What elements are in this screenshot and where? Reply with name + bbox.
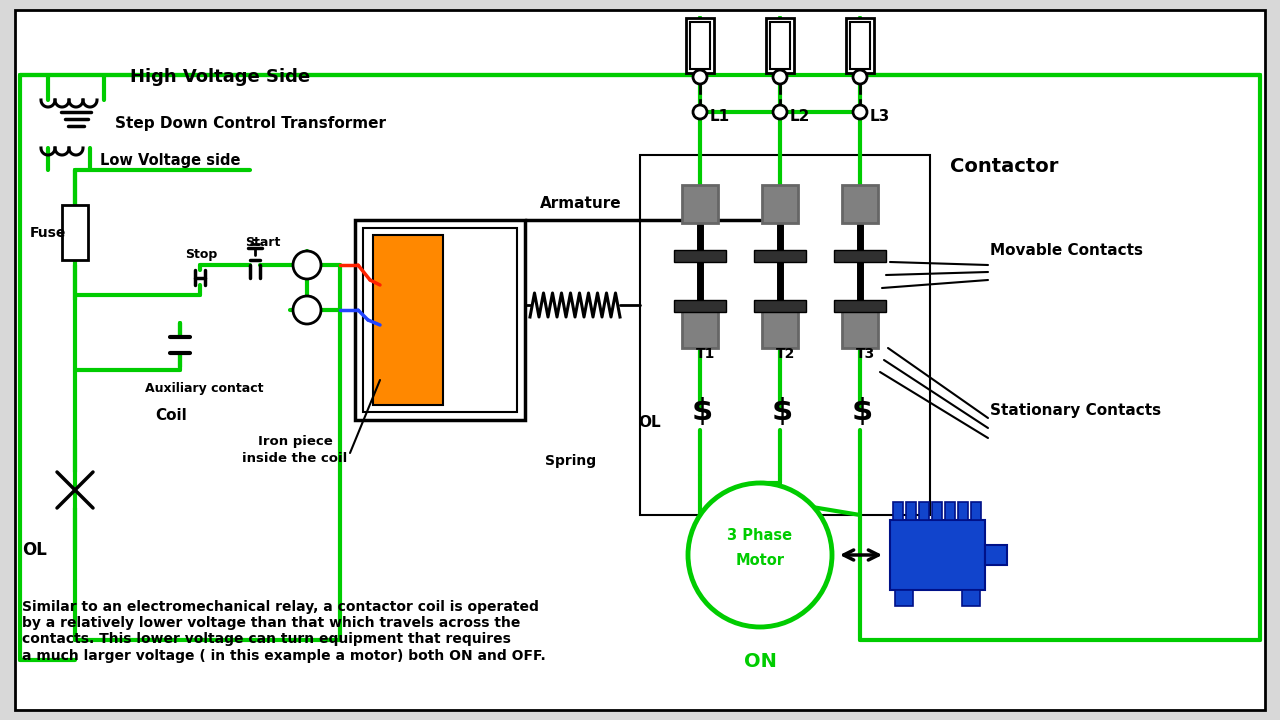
Bar: [932, 502, 942, 520]
Text: Iron piece: Iron piece: [257, 435, 333, 448]
Text: L2: L2: [790, 109, 810, 124]
Bar: [754, 250, 806, 262]
Bar: [771, 22, 790, 69]
Text: Step Down Control Transformer: Step Down Control Transformer: [115, 116, 387, 131]
Circle shape: [692, 105, 707, 119]
Text: Start: Start: [244, 236, 280, 249]
Text: Fuse: Fuse: [29, 226, 67, 240]
Bar: [906, 502, 916, 520]
Bar: [765, 18, 794, 73]
Text: $: $: [772, 397, 794, 426]
Text: T2: T2: [776, 347, 795, 361]
Circle shape: [852, 105, 867, 119]
Bar: [754, 300, 806, 312]
Bar: [682, 310, 718, 348]
Text: $: $: [852, 397, 873, 426]
Text: Contactor: Contactor: [950, 157, 1059, 176]
Circle shape: [852, 70, 867, 84]
Text: 3 Phase: 3 Phase: [727, 528, 792, 543]
Circle shape: [689, 483, 832, 627]
Bar: [957, 502, 968, 520]
Bar: [963, 590, 980, 606]
Bar: [986, 545, 1007, 565]
Text: Motor: Motor: [736, 553, 785, 568]
Bar: [835, 250, 886, 262]
Bar: [640, 155, 931, 515]
Text: L1: L1: [710, 109, 730, 124]
Text: Stop: Stop: [186, 248, 218, 261]
Bar: [842, 310, 878, 348]
Text: inside the coil: inside the coil: [242, 452, 348, 465]
Bar: [762, 185, 797, 223]
Text: OL: OL: [22, 541, 47, 559]
Text: Coil: Coil: [155, 408, 187, 423]
Bar: [972, 502, 980, 520]
Bar: [846, 18, 874, 73]
Text: L3: L3: [870, 109, 891, 124]
Bar: [895, 590, 913, 606]
Bar: [686, 18, 714, 73]
Text: T1: T1: [696, 347, 716, 361]
Circle shape: [773, 70, 787, 84]
Bar: [919, 502, 929, 520]
Text: Armature: Armature: [540, 196, 622, 211]
Bar: [61, 205, 88, 260]
Text: T3: T3: [856, 347, 876, 361]
Text: Spring: Spring: [545, 454, 596, 468]
Bar: [945, 502, 955, 520]
Text: Auxiliary contact: Auxiliary contact: [145, 382, 264, 395]
Bar: [850, 22, 870, 69]
Bar: [675, 250, 726, 262]
Bar: [355, 220, 525, 420]
Text: Low Voltage side: Low Voltage side: [100, 153, 241, 168]
Circle shape: [293, 296, 321, 324]
Text: Movable Contacts: Movable Contacts: [989, 243, 1143, 258]
Text: Similar to an electromechanical relay, a contactor coil is operated
by a relativ: Similar to an electromechanical relay, a…: [22, 600, 545, 662]
Bar: [372, 235, 443, 405]
Bar: [682, 185, 718, 223]
Bar: [835, 300, 886, 312]
Text: $: $: [692, 397, 713, 426]
Bar: [893, 502, 902, 520]
Circle shape: [692, 70, 707, 84]
Text: OL: OL: [637, 415, 660, 430]
Text: Stationary Contacts: Stationary Contacts: [989, 403, 1161, 418]
Text: ON: ON: [744, 652, 777, 671]
Bar: [364, 228, 517, 412]
Bar: [890, 520, 986, 590]
Circle shape: [293, 251, 321, 279]
Text: High Voltage Side: High Voltage Side: [131, 68, 310, 86]
Bar: [690, 22, 710, 69]
Bar: [842, 185, 878, 223]
Bar: [675, 300, 726, 312]
Circle shape: [773, 105, 787, 119]
Bar: [762, 310, 797, 348]
